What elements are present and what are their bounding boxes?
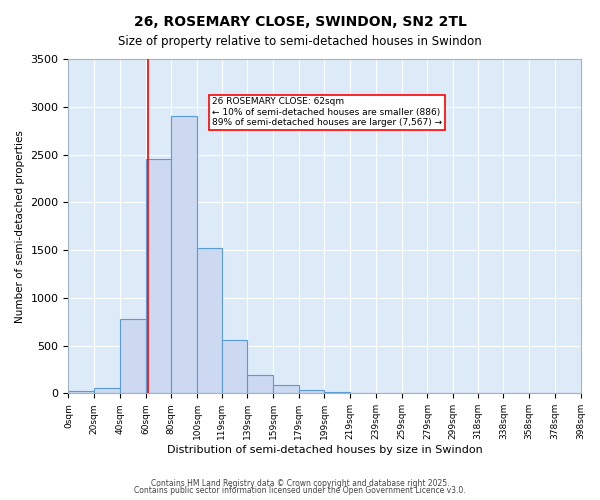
Bar: [197, 248, 221, 394]
Text: Contains HM Land Registry data © Crown copyright and database right 2025.: Contains HM Land Registry data © Crown c…: [151, 478, 449, 488]
Bar: [247, 374, 273, 394]
Bar: [120, 320, 146, 394]
Bar: [273, 384, 299, 394]
Bar: [325, 392, 350, 394]
Text: 26 ROSEMARY CLOSE: 62sqm
← 10% of semi-detached houses are smaller (886)
89% of : 26 ROSEMARY CLOSE: 62sqm ← 10% of semi-d…: [212, 98, 442, 127]
Bar: [299, 390, 325, 394]
Text: Contains public sector information licensed under the Open Government Licence v3: Contains public sector information licen…: [134, 486, 466, 495]
Y-axis label: Number of semi-detached properties: Number of semi-detached properties: [15, 130, 25, 322]
Bar: [221, 340, 247, 394]
Bar: [172, 116, 197, 394]
Bar: [68, 392, 94, 394]
Text: Size of property relative to semi-detached houses in Swindon: Size of property relative to semi-detach…: [118, 35, 482, 48]
Text: 26, ROSEMARY CLOSE, SWINDON, SN2 2TL: 26, ROSEMARY CLOSE, SWINDON, SN2 2TL: [134, 15, 466, 29]
Bar: [94, 388, 120, 394]
Bar: [146, 160, 172, 394]
X-axis label: Distribution of semi-detached houses by size in Swindon: Distribution of semi-detached houses by …: [167, 445, 482, 455]
